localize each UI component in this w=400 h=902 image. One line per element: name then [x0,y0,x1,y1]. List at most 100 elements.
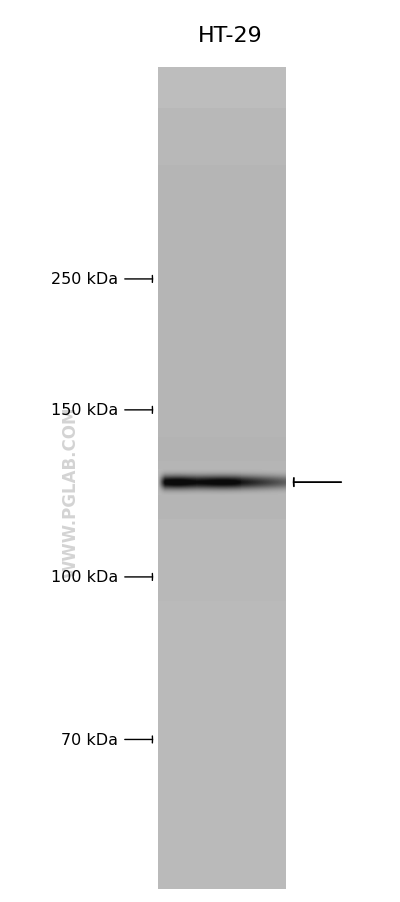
Bar [158,459,286,462]
Bar [158,481,286,484]
Bar [158,640,286,643]
Bar [158,473,286,475]
Bar [158,303,286,306]
Bar [158,451,286,454]
Bar [158,197,286,199]
Bar [158,864,286,867]
Bar [158,330,286,334]
Bar [158,240,286,244]
Bar [158,851,286,853]
Bar [158,128,286,131]
Bar [158,607,286,610]
Bar [158,815,286,818]
Bar [158,235,286,238]
Bar [158,798,286,801]
Bar [158,667,286,670]
Bar [158,664,286,667]
Bar [158,525,286,528]
Bar [158,856,286,859]
Bar [158,847,286,851]
Bar [158,648,286,651]
Bar [158,295,286,298]
Bar [158,139,286,142]
Bar [158,541,286,544]
Bar [158,150,286,153]
Bar [158,317,286,320]
Bar [158,703,286,705]
Text: 150 kDa: 150 kDa [51,403,118,418]
Bar [158,369,286,372]
Bar [158,166,286,170]
Bar [158,136,286,139]
Bar [158,185,286,189]
Bar [158,336,286,339]
Text: 70 kDa: 70 kDa [61,732,118,747]
Bar [158,298,286,300]
Bar [158,787,286,790]
Bar [158,820,286,824]
Bar [158,478,286,482]
Bar [158,388,286,391]
Bar [158,229,286,233]
Bar [158,207,286,210]
Bar [158,364,286,366]
Bar [158,256,286,260]
Bar [158,87,286,90]
Bar [158,179,286,183]
Bar [158,759,286,763]
Bar [158,790,286,793]
Bar [158,194,286,197]
Bar [158,502,286,506]
Bar [158,642,286,646]
Bar [158,508,286,511]
Bar [158,270,286,273]
Bar [158,73,286,77]
Bar [158,341,286,345]
Bar [158,380,286,382]
Bar [158,152,286,156]
Bar [158,872,286,875]
Bar [158,823,286,826]
Bar [158,779,286,782]
Bar [158,81,286,85]
Bar [158,100,286,104]
Bar [158,115,286,117]
Bar [158,338,286,342]
Bar [158,494,286,498]
Bar [158,677,286,681]
Bar [158,844,286,848]
Bar [158,322,286,326]
Bar [158,177,286,180]
Bar [158,182,286,186]
Bar [158,732,286,736]
Bar [158,692,286,695]
Text: WWW.PGLAB.COM: WWW.PGLAB.COM [61,406,79,577]
Bar [158,637,286,640]
Bar [158,751,286,755]
Bar [158,516,286,520]
Bar [158,109,286,112]
Bar [158,560,286,564]
Bar [158,163,286,167]
Bar [158,407,286,410]
Bar [158,604,286,607]
Bar [158,97,286,101]
Bar [158,621,286,623]
Bar [158,566,286,569]
Bar [158,576,286,580]
Bar [158,412,286,416]
Bar [158,492,286,495]
Bar [158,771,286,774]
Bar [158,352,286,355]
Bar [158,629,286,631]
Bar [158,224,286,226]
Bar [158,290,286,292]
Bar [158,675,286,678]
Bar [158,446,286,448]
Bar [158,686,286,689]
Bar [158,346,286,350]
Bar [158,385,286,388]
Bar [158,78,286,82]
Bar [158,264,286,268]
Bar [158,84,286,87]
